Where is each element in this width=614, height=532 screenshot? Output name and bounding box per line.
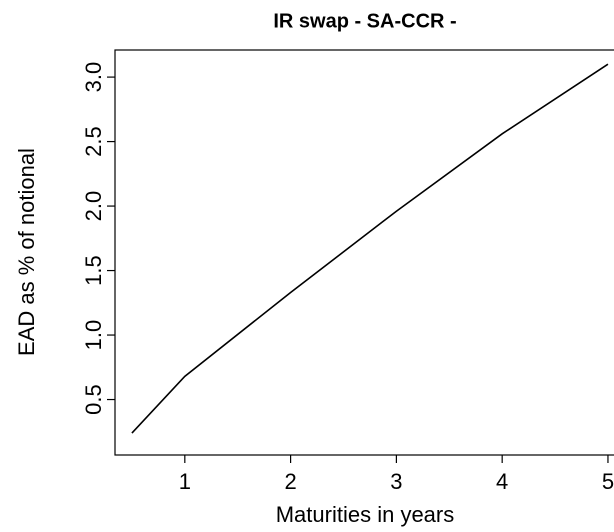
y-tick-label: 1.0 xyxy=(81,320,106,351)
y-tick-label: 3.0 xyxy=(81,62,106,93)
x-tick-label: 5 xyxy=(602,469,614,494)
plot-frame xyxy=(114,49,614,456)
data-line xyxy=(131,63,609,434)
x-tick-label: 4 xyxy=(496,469,508,494)
x-tick-label: 2 xyxy=(284,469,296,494)
y-tick-label: 1.5 xyxy=(81,255,106,286)
x-tick-label: 3 xyxy=(390,469,402,494)
y-tick-label: 2.0 xyxy=(81,191,106,222)
chart-title: IR swap - SA-CCR - xyxy=(273,10,456,32)
x-tick-label: 1 xyxy=(179,469,191,494)
y-axis-label: EAD as % of notional xyxy=(14,148,39,356)
y-tick-label: 0.5 xyxy=(81,384,106,415)
y-tick-label: 2.5 xyxy=(81,126,106,157)
x-axis-label: Maturities in years xyxy=(276,502,455,527)
